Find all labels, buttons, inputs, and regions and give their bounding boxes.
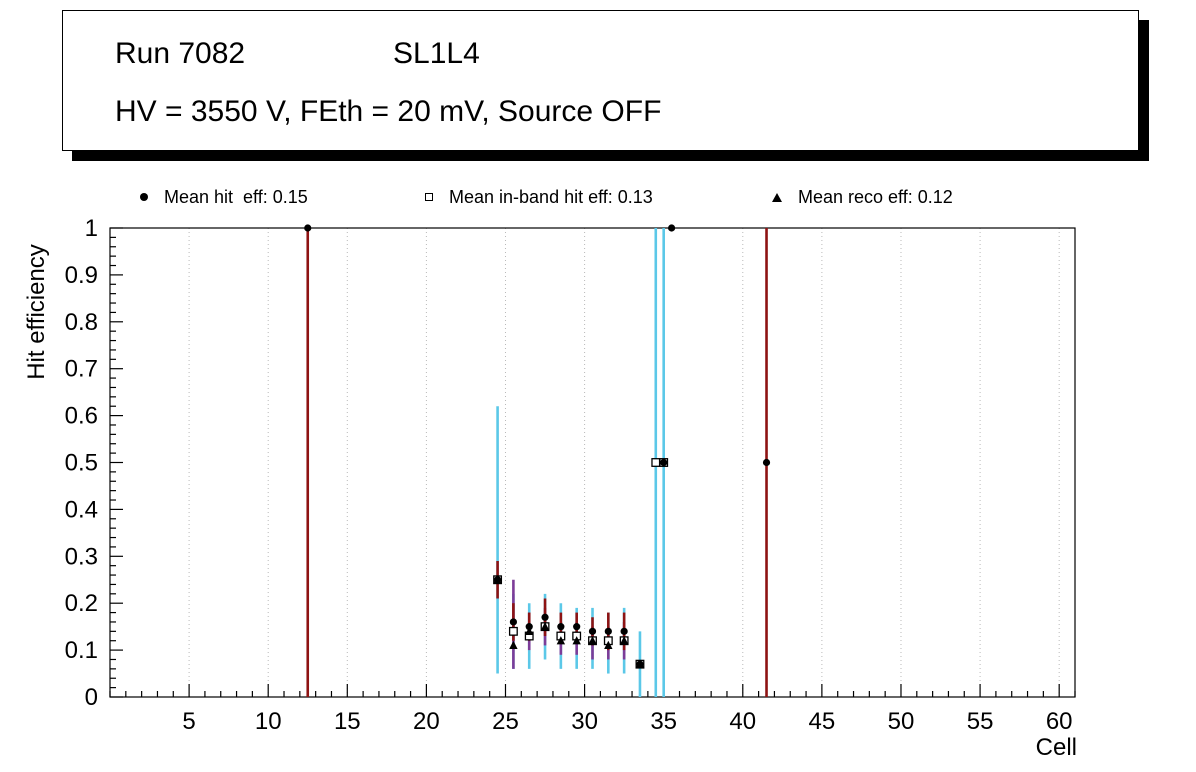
filled-triangle-icon [772,192,782,202]
svg-text:50: 50 [888,708,915,735]
svg-text:0: 0 [85,684,98,711]
svg-text:0.2: 0.2 [65,590,98,617]
svg-text:Hit efficiency: Hit efficiency [23,244,50,380]
legend: Mean hit eff: 0.15 Mean in-band hit eff:… [0,180,1196,214]
svg-text:1: 1 [85,215,98,242]
open-square-icon [425,193,433,201]
legend-label-hit-eff: Mean hit eff: 0.15 [164,186,308,207]
legend-label-inband-eff: Mean in-band hit eff: 0.13 [449,186,653,207]
svg-text:30: 30 [571,708,598,735]
svg-text:35: 35 [650,708,677,735]
svg-text:55: 55 [967,708,994,735]
svg-text:40: 40 [729,708,756,735]
legend-entry-inband-eff: Mean in-band hit eff: 0.13 [425,180,653,214]
run-label: Run 7082 [115,37,246,70]
legend-entry-hit-eff: Mean hit eff: 0.15 [140,180,308,214]
svg-text:10: 10 [255,708,282,735]
svg-text:0.1: 0.1 [65,637,98,664]
legend-label-reco-eff: Mean reco eff: 0.12 [798,186,953,207]
svg-text:Cell: Cell [1036,734,1077,761]
title-box: Run 7082 SL1L4 HV = 3550 V, FEth = 20 mV… [62,10,1139,151]
svg-text:25: 25 [492,708,519,735]
svg-text:0.3: 0.3 [65,543,98,570]
legend-entry-reco-eff: Mean reco eff: 0.12 [772,180,953,214]
svg-text:0.7: 0.7 [65,356,98,383]
svg-text:0.5: 0.5 [65,450,98,477]
svg-text:20: 20 [413,708,440,735]
svg-text:5: 5 [182,708,195,735]
chamber-label: SL1L4 [393,37,480,70]
conditions-label: HV = 3550 V, FEth = 20 mV, Source OFF [115,95,662,128]
svg-text:60: 60 [1046,708,1073,735]
svg-text:0.4: 0.4 [65,496,98,523]
svg-text:0.6: 0.6 [65,403,98,430]
svg-text:45: 45 [809,708,836,735]
filled-circle-icon [140,193,148,201]
svg-text:0.8: 0.8 [65,309,98,336]
svg-text:0.9: 0.9 [65,262,98,289]
svg-text:15: 15 [334,708,361,735]
